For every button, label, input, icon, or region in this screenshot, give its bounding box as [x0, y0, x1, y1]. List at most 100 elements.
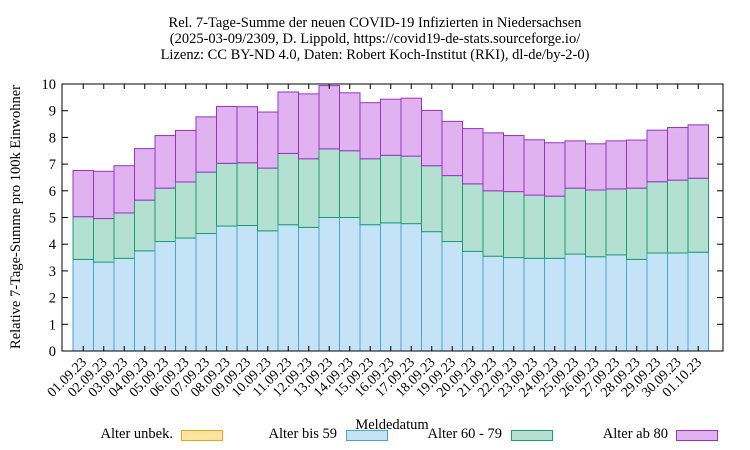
bar-segment-1-27-09-23 [605, 254, 627, 352]
bar-segment-3-26-09-23 [585, 143, 607, 191]
bar-segment-1-21-09-23 [482, 255, 504, 352]
legend-label-80-plus: Alter ab 80 [602, 426, 668, 442]
bar-segment-2-01-09-23 [72, 216, 94, 260]
bar-segment-3-29-09-23 [646, 129, 668, 183]
bar-segment-3-19-09-23 [441, 120, 463, 177]
bar-segment-1-06-09-23 [175, 237, 197, 352]
bar-segment-3-13-09-23 [318, 85, 340, 150]
bar-segment-2-30-09-23 [667, 179, 689, 254]
bar-segment-2-07-09-23 [195, 171, 217, 235]
bar-segment-3-18-09-23 [421, 109, 443, 167]
bar-segment-3-27-09-23 [605, 140, 627, 190]
y-tick-label: 2 [49, 291, 56, 307]
bar-segment-2-16-09-23 [380, 154, 402, 224]
bar-segment-3-30-09-23 [667, 127, 689, 181]
bar-segment-1-15-09-23 [359, 224, 381, 352]
bar-segment-1-23-09-23 [523, 257, 545, 352]
bar-segment-2-10-09-23 [257, 167, 279, 232]
y-tick-label: 1 [49, 317, 56, 333]
chart-title-line-1: Rel. 7-Tage-Summe der neuen COVID-19 Inf… [168, 15, 582, 31]
bar-segment-3-20-09-23 [462, 128, 484, 185]
bar-segment-3-08-09-23 [216, 105, 238, 164]
bar-segment-2-11-09-23 [277, 152, 299, 226]
bar-segment-2-24-09-23 [544, 195, 566, 259]
bar-segment-3-05-09-23 [154, 135, 176, 189]
bar-segment-2-22-09-23 [503, 191, 525, 259]
bar-segment-2-05-09-23 [154, 187, 176, 243]
bar-segment-3-09-09-23 [236, 106, 258, 164]
y-tick-label: 0 [49, 344, 56, 360]
bar-segment-1-29-09-23 [646, 252, 668, 352]
y-tick-label: 3 [49, 264, 56, 280]
bar-segment-2-02-09-23 [93, 218, 115, 263]
bar-segment-2-12-09-23 [298, 158, 320, 228]
bar-segment-2-09-09-23 [236, 162, 258, 227]
bar-segment-1-22-09-23 [503, 257, 525, 352]
bar-segment-1-01-09-23 [72, 258, 94, 352]
bar-segment-3-10-09-23 [257, 111, 279, 169]
bar-segment-3-22-09-23 [503, 135, 525, 193]
bar-segment-2-23-09-23 [523, 194, 545, 259]
bar-segment-3-25-09-23 [564, 140, 586, 189]
bar-segment-2-14-09-23 [339, 150, 361, 218]
bar-segment-2-29-09-23 [646, 181, 668, 254]
bar-segment-2-15-09-23 [359, 158, 381, 226]
y-tick-label: 10 [42, 77, 57, 93]
bar-segment-1-12-09-23 [298, 226, 320, 352]
bar-segment-1-02-09-23 [93, 261, 115, 352]
bar-segment-1-16-09-23 [380, 222, 402, 352]
bar-segment-1-10-09-23 [257, 230, 279, 352]
bar-segment-1-14-09-23 [339, 217, 361, 352]
bar-segment-2-21-09-23 [482, 190, 504, 257]
bar-segment-3-03-09-23 [113, 165, 135, 214]
bar-segment-2-13-09-23 [318, 148, 340, 218]
bar-segment-1-08-09-23 [216, 225, 238, 352]
y-tick-label: 9 [49, 104, 56, 120]
chart-title-line-3: Lizenz: CC BY-ND 4.0, Daten: Robert Koch… [160, 47, 590, 63]
bar-segment-3-02-09-23 [93, 170, 115, 220]
legend-swatch-unknown [181, 430, 223, 441]
bar-segment-3-11-09-23 [277, 91, 299, 154]
bar-segment-1-04-09-23 [134, 250, 156, 352]
y-tick-label: 7 [49, 157, 56, 173]
bar-segment-3-15-09-23 [359, 102, 381, 160]
y-axis: 0 1 2 3 4 5 6 7 8 9 10 [42, 77, 723, 360]
bar-segment-2-03-09-23 [113, 212, 135, 259]
y-tick-label: 8 [49, 130, 56, 146]
bar-segment-1-28-09-23 [626, 258, 648, 352]
bar-segment-1-11-09-23 [277, 224, 299, 352]
bar-segment-1-17-09-23 [400, 223, 422, 352]
bar-segment-2-04-09-23 [134, 199, 156, 252]
bar-segment-2-08-09-23 [216, 162, 238, 227]
y-tick-label: 6 [49, 184, 56, 200]
y-axis-label: Relative 7-Tage-Summe pro 100k Einwohner [8, 85, 24, 349]
bar-segment-3-21-09-23 [482, 132, 504, 192]
bar-segment-2-26-09-23 [585, 189, 607, 258]
bar-segment-3-14-09-23 [339, 92, 361, 152]
legend-swatch-80-plus [676, 430, 718, 441]
bar-segment-2-28-09-23 [626, 187, 648, 260]
x-axis-label: Meldedatum [355, 417, 429, 433]
legend-label-60-79: Alter 60 - 79 [427, 426, 503, 442]
bar-segment-3-01-10-23 [687, 124, 709, 179]
bar-segment-3-07-09-23 [195, 116, 217, 173]
bar-segment-1-25-09-23 [564, 253, 586, 352]
bar-segment-3-24-09-23 [544, 142, 566, 197]
bar-segment-2-19-09-23 [441, 175, 463, 243]
y-tick-label: 4 [49, 237, 57, 253]
bar-segment-1-30-09-23 [667, 252, 689, 352]
bar-segment-2-25-09-23 [564, 187, 586, 255]
legend-swatch-under-60 [346, 430, 388, 441]
legend-label-unknown: Alter unbek. [100, 426, 173, 442]
bar-segment-3-01-09-23 [72, 170, 94, 218]
y-tick-label: 5 [49, 211, 56, 227]
bar-segment-1-24-09-23 [544, 257, 566, 352]
bar-segment-3-06-09-23 [175, 129, 197, 183]
legend-label-under-60: Alter bis 59 [268, 426, 337, 442]
bar-segment-1-07-09-23 [195, 233, 217, 352]
bar-segment-1-05-09-23 [154, 241, 176, 352]
bar-segment-3-04-09-23 [134, 148, 156, 201]
bar-segment-2-27-09-23 [605, 188, 627, 256]
bar-segment-2-17-09-23 [400, 155, 422, 225]
